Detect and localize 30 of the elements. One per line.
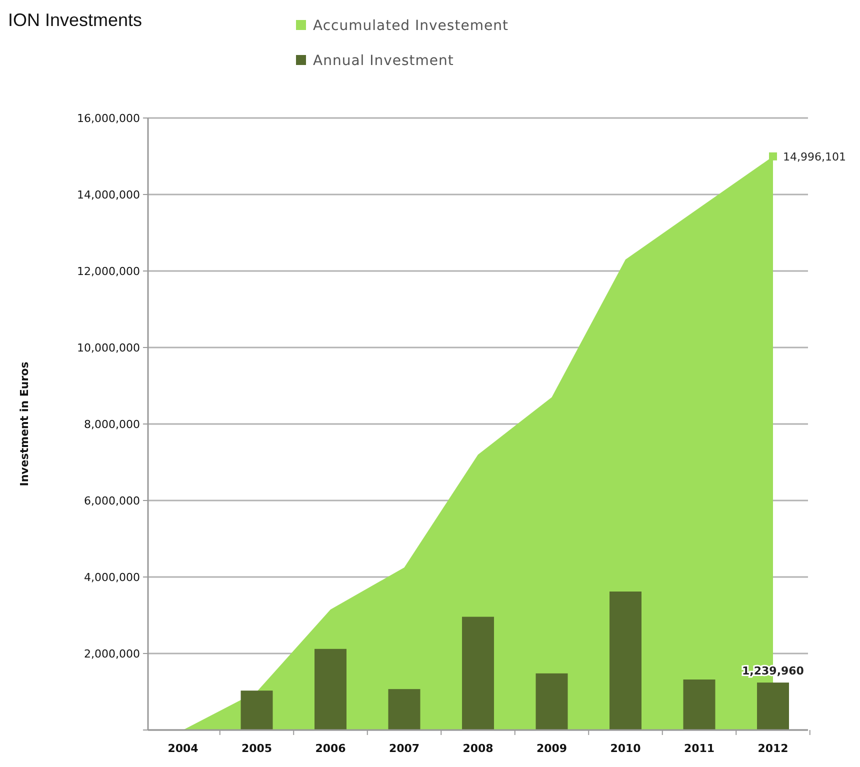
bar [683,680,716,730]
y-tick-label: 2,000,000 [84,648,140,660]
x-tick-label: 2007 [388,742,420,755]
x-tick-label: 2010 [610,742,642,755]
bar [757,682,789,730]
x-tick-label: 2012 [758,742,788,755]
y-axis-title: Investment in Euros [18,361,31,486]
x-tick-label: 2004 [168,742,199,755]
bar [240,690,273,730]
y-tick-label: 12,000,000 [77,265,140,278]
bar [314,648,346,730]
legend-label: Accumulated Investement [313,18,508,34]
y-tick-label: 4,000,000 [84,571,140,584]
y-tick-label: 16,000,000 [77,112,140,125]
x-tick-label: 2011 [684,742,715,755]
bar [388,689,420,730]
y-tick-label: 14,000,000 [77,188,140,202]
chart-title: ION Investments [8,10,142,30]
x-tick-label: 2006 [315,742,346,755]
y-tick-label: 10,000,000 [77,342,140,354]
data-label: 14,996,101 [783,150,846,164]
bar [536,673,568,730]
x-tick-label: 2009 [536,742,568,755]
bar [610,592,642,730]
bar [462,616,494,730]
legend-label: Annual Investment [313,53,454,69]
y-tick-label: 6,000,000 [84,494,140,508]
x-tick-label: 2005 [241,742,272,755]
y-tick-label: 8,000,000 [84,418,140,431]
x-tick-label: 2008 [462,742,494,755]
